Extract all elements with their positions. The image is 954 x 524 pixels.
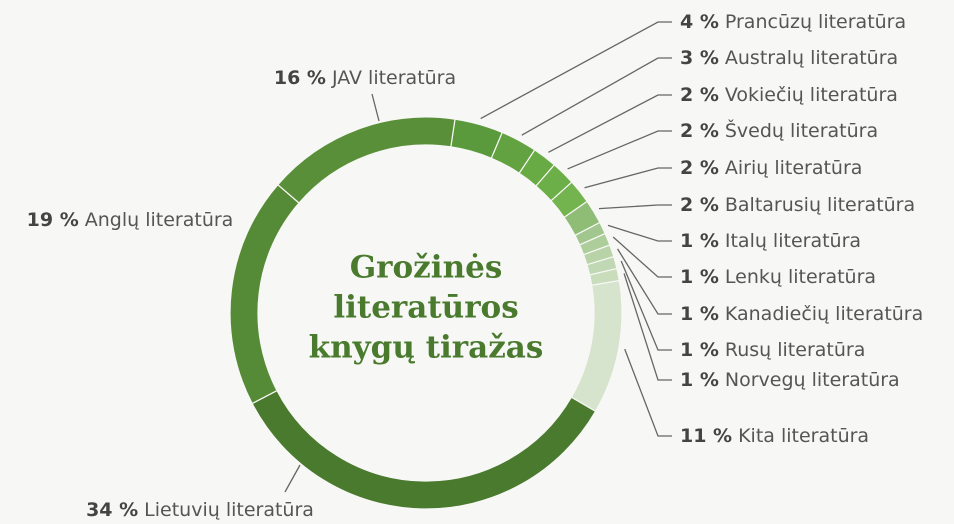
slice-label: 1 % Rusų literatūra — [680, 339, 865, 361]
leader-line — [617, 248, 672, 315]
slice-label: 2 % Vokiečių literatūra — [680, 84, 898, 106]
chart-title: literatūros — [333, 290, 518, 326]
category-label: Baltarusių literatūra — [725, 194, 915, 216]
category-label: Švedų literatūra — [725, 118, 878, 142]
slice-label: 2 % Airių literatūra — [680, 157, 862, 179]
slice — [277, 116, 456, 204]
value-label: 2 % — [680, 84, 719, 106]
category-label: Kanadiečių literatūra — [725, 303, 923, 325]
value-label: 11 % — [680, 425, 732, 447]
category-label: Airių literatūra — [725, 157, 863, 179]
category-label: Vokiečių literatūra — [725, 84, 898, 106]
category-label: Kita literatūra — [738, 425, 869, 447]
leader-line — [480, 21, 672, 120]
value-label: 1 % — [680, 303, 719, 325]
leader-line — [612, 236, 672, 278]
value-label: 2 % — [680, 120, 719, 142]
leader-line — [598, 204, 672, 210]
slice-label: 3 % Australų literatūra — [680, 47, 898, 69]
leader-line — [620, 260, 672, 351]
slice-label: 1 % Norvegų literatūra — [680, 369, 900, 391]
leader-line — [623, 273, 672, 381]
category-label: Norvegų literatūra — [725, 369, 900, 391]
category-label: Anglų literatūra — [85, 209, 234, 231]
slice-label: 19 % Anglų literatūra — [27, 209, 234, 231]
leader-line — [521, 57, 672, 136]
slice — [570, 279, 623, 413]
value-label: 2 % — [680, 194, 719, 216]
value-label: 19 % — [27, 209, 79, 231]
category-label: Rusų literatūra — [725, 339, 865, 361]
leader-line — [548, 94, 672, 153]
value-label: 2 % — [680, 157, 719, 179]
value-label: 16 % — [274, 67, 326, 89]
chart-title: knygų tiražas — [309, 330, 544, 366]
category-label: Lenkų literatūra — [725, 266, 876, 288]
value-label: 1 % — [680, 230, 719, 252]
leader-line — [607, 224, 672, 242]
slice-label: 1 % Lenkų literatūra — [680, 266, 876, 288]
category-label: JAV literatūra — [331, 67, 456, 89]
value-label: 4 % — [680, 11, 719, 33]
value-label: 1 % — [680, 369, 719, 391]
value-label: 34 % — [86, 499, 138, 521]
leader-line — [624, 348, 672, 437]
category-label: Prancūzų literatūra — [725, 11, 906, 33]
slice-label: 16 % JAV literatūra — [274, 67, 456, 89]
slice-label: 2 % Baltarusių literatūra — [680, 194, 915, 216]
value-label: 1 % — [680, 266, 719, 288]
slice-label: 1 % Kanadiečių literatūra — [680, 303, 923, 325]
leader-line — [371, 93, 380, 122]
value-label: 1 % — [680, 339, 719, 361]
chart-title: Grožinės — [350, 250, 503, 286]
slice-label: 4 % Prancūzų literatūra — [680, 11, 906, 33]
category-label: Lietuvių literatūra — [144, 499, 314, 521]
slice-label: 2 % Švedų literatūra — [680, 118, 878, 142]
category-label: Italų literatūra — [725, 230, 861, 252]
slice — [229, 183, 300, 405]
slice-label: 11 % Kita literatūra — [680, 425, 869, 447]
category-label: Australų literatūra — [725, 47, 898, 69]
leader-line — [567, 130, 672, 170]
leader-line — [284, 464, 301, 493]
slice-label: 1 % Italų literatūra — [680, 230, 861, 252]
leader-line — [584, 167, 672, 189]
value-label: 3 % — [680, 47, 719, 69]
slice-label: 34 % Lietuvių literatūra — [86, 499, 314, 521]
slice — [251, 389, 597, 510]
